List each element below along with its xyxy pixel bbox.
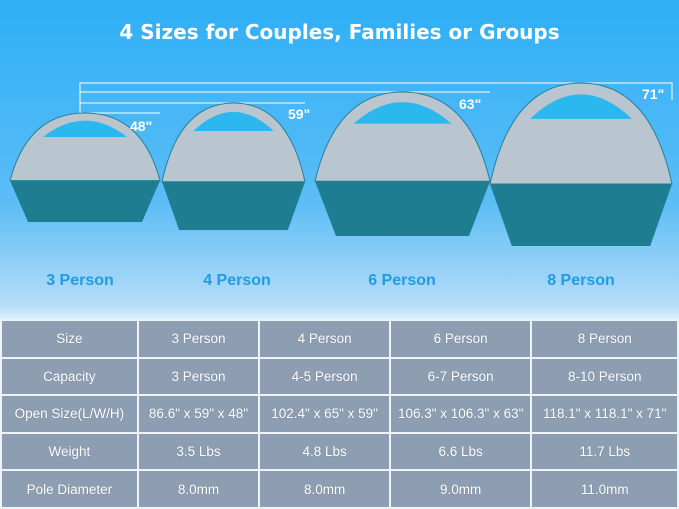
height-label-63: 63"	[459, 96, 482, 112]
height-label-59: 59"	[288, 106, 311, 122]
table-row: Weight 3.5 Lbs 4.8 Lbs 6.6 Lbs 11.7 Lbs	[0, 431, 679, 472]
row-label: Weight	[0, 431, 139, 472]
table-cell: 8.0mm	[258, 469, 391, 509]
table-cell: 3 Person	[136, 319, 261, 359]
tent-4-person	[161, 102, 306, 230]
height-label-71: 71"	[642, 86, 665, 102]
table-cell: 11.0mm	[530, 469, 679, 509]
table-cell: 4 Person	[258, 319, 391, 359]
table-row: Size 3 Person 4 Person 6 Person 8 Person	[0, 319, 679, 359]
row-label: Pole Diameter	[0, 469, 139, 509]
size-label-3-person: 3 Person	[46, 272, 114, 289]
headline: 4 Sizes for Couples, Families or Groups	[119, 20, 560, 44]
table-cell: 102.4" x 65" x 59"	[258, 394, 391, 434]
table-cell: 106.3" x 106.3" x 63"	[388, 394, 533, 434]
table-cell: 9.0mm	[388, 469, 533, 509]
spec-table: Size 3 Person 4 Person 6 Person 8 Person Capa…	[0, 319, 679, 509]
table-cell: 8 Person	[530, 319, 679, 359]
table-row: Capacity 3 Person 4-5 Person 6-7 Person 8-10…	[0, 356, 679, 397]
table-cell: 3 Person	[136, 356, 261, 397]
table-cell: 4.8 Lbs	[258, 431, 391, 472]
table-cell: 86.6" x 59" x 48"	[136, 394, 261, 434]
table-row: Open Size(L/W/H) 86.6" x 59" x 48" 102.4" …	[0, 394, 679, 434]
table-cell: 8-10 Person	[530, 356, 679, 397]
table-cell: 11.7 Lbs	[530, 431, 679, 472]
table-cell: 8.0mm	[136, 469, 261, 509]
table-cell: 6.6 Lbs	[388, 431, 533, 472]
row-label: Capacity	[0, 356, 139, 397]
height-line-71	[79, 82, 673, 113]
row-label: Size	[0, 319, 139, 359]
row-label: Open Size(L/W/H)	[0, 394, 139, 434]
size-label-8-person: 8 Person	[547, 272, 615, 289]
size-label-6-person: 6 Person	[368, 272, 436, 289]
height-label-48: 48"	[130, 118, 153, 134]
tent-8-person	[489, 82, 673, 246]
tent-3-person	[9, 112, 161, 222]
table-cell: 118.1" x 118.1" x 71"	[530, 394, 679, 434]
tent-illustrations	[9, 82, 673, 246]
table-cell: 6-7 Person	[388, 356, 533, 397]
table-cell: 4-5 Person	[258, 356, 391, 397]
table-cell: 6 Person	[388, 319, 533, 359]
size-label-4-person: 4 Person	[203, 272, 271, 289]
tent-6-person	[314, 91, 491, 236]
table-row: Pole Diameter 8.0mm 8.0mm 9.0mm 11.0mm	[0, 469, 679, 509]
table-cell: 3.5 Lbs	[136, 431, 261, 472]
